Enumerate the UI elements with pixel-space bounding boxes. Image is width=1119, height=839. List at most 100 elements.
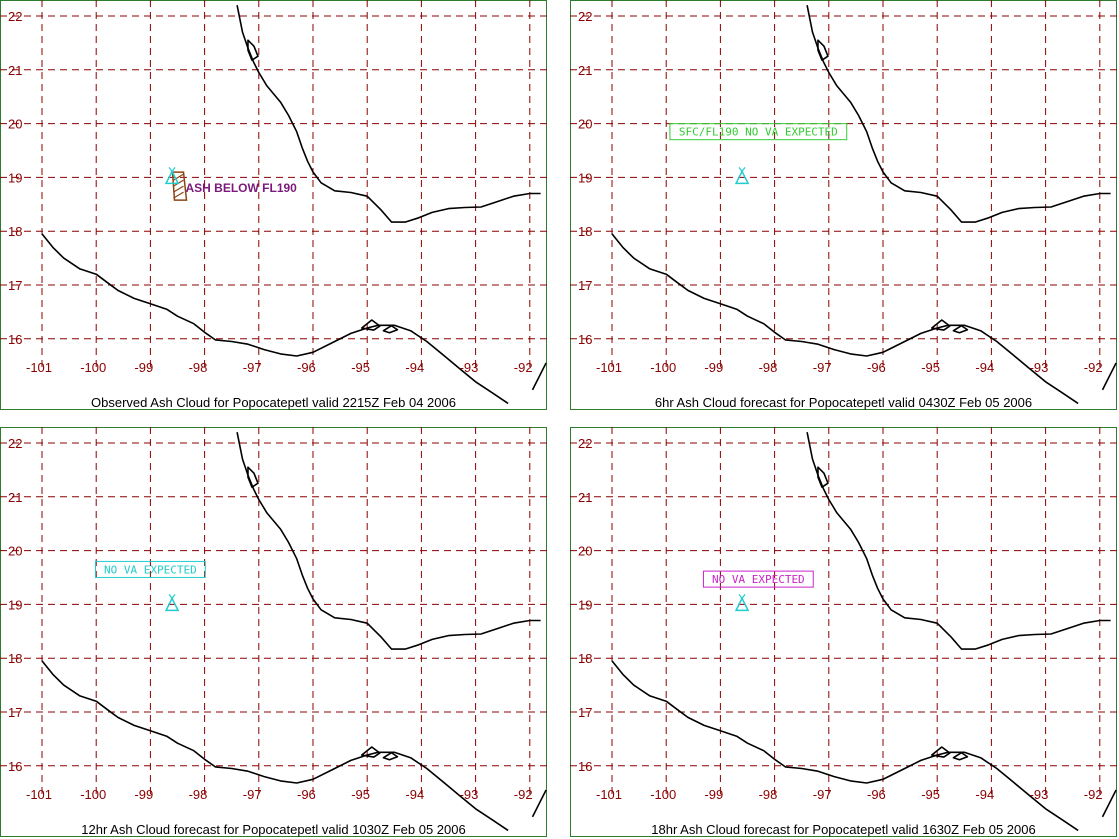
pacific-coastline <box>611 660 1079 832</box>
lon-tick-label: -94 <box>405 360 424 375</box>
lagoon-outline <box>247 466 259 489</box>
lon-tick-label: -93 <box>460 360 479 375</box>
panel-frame <box>0 427 547 837</box>
lon-tick-label: -100 <box>650 787 676 802</box>
lon-tick-label: -97 <box>243 360 262 375</box>
lon-tick-label: -97 <box>243 787 262 802</box>
lat-tick-label: 22 <box>8 9 22 24</box>
lagoon-outline <box>930 319 969 334</box>
lon-tick-label: -96 <box>297 787 316 802</box>
lon-tick-label: -98 <box>759 360 778 375</box>
lagoon-outline <box>247 39 259 62</box>
map-panel-12hr: 16 17 18 19 20 21 22 -101 -100 -99 -98 -97 -96 -95 -94… <box>0 427 547 837</box>
lon-tick-label: -101 <box>26 360 52 375</box>
lon-tick-label: -100 <box>650 360 676 375</box>
eastern-coastline <box>531 789 547 818</box>
lon-tick-label: -95 <box>351 360 370 375</box>
lat-tick-label: 17 <box>8 705 22 720</box>
volcano-plume-icon <box>738 167 746 173</box>
lon-tick-label: -93 <box>460 787 479 802</box>
lat-tick-label: 22 <box>578 9 592 24</box>
lat-tick-label: 18 <box>578 224 592 239</box>
lon-tick-label: -94 <box>975 360 994 375</box>
pacific-coastline <box>41 660 509 832</box>
annotation-text: NO VA EXPECTED <box>104 563 197 576</box>
volcano-plume-icon <box>168 167 176 173</box>
annotation-box <box>669 123 848 141</box>
panel-caption: 6hr Ash Cloud forecast for Popocatepetl … <box>654 395 1033 410</box>
lagoon-outline <box>817 466 829 489</box>
panel-frame <box>570 0 1117 410</box>
lat-tick-label: 19 <box>8 597 22 612</box>
lagoon-outline <box>930 746 969 761</box>
panel-caption: 12hr Ash Cloud forecast for Popocatepetl… <box>81 822 466 837</box>
lon-tick-label: -92 <box>1084 787 1103 802</box>
annotation-box <box>95 560 206 578</box>
lon-tick-label: -96 <box>867 787 886 802</box>
lat-tick-label: 16 <box>578 759 592 774</box>
lon-tick-label: -93 <box>1030 787 1049 802</box>
lat-tick-label: 17 <box>578 278 592 293</box>
lon-tick-label: -94 <box>405 787 424 802</box>
lon-tick-label: -94 <box>975 787 994 802</box>
volcano-triangle-icon <box>164 169 180 185</box>
lat-tick-label: 20 <box>8 117 22 132</box>
lat-tick-label: 22 <box>578 436 592 451</box>
lat-tick-label: 19 <box>578 597 592 612</box>
lon-tick-label: -101 <box>596 360 622 375</box>
annotation-text: SFC/FL190 NO VA EXPECTED <box>679 126 838 139</box>
volcano-plume-icon <box>738 594 746 600</box>
volcano-triangle-icon <box>734 596 750 612</box>
map-svg: 16 17 18 19 20 21 22 -101 -100 -99 -98 -97 -96 -95 -94… <box>570 0 1117 410</box>
map-svg: 16 17 18 19 20 21 22 -101 -100 -99 -98 -97 -96 -95 -94… <box>0 0 547 410</box>
gulf-coastline <box>806 5 1111 223</box>
lat-tick-label: 16 <box>8 332 22 347</box>
lat-tick-label: 21 <box>578 490 592 505</box>
lon-tick-label: -97 <box>813 787 832 802</box>
ash-cloud-hatch <box>173 191 184 199</box>
gulf-coastline <box>236 432 541 650</box>
lat-tick-label: 17 <box>578 705 592 720</box>
lagoon-outline <box>360 319 399 334</box>
lon-tick-label: -96 <box>297 360 316 375</box>
lat-tick-label: 20 <box>578 544 592 559</box>
panel-frame <box>570 427 1117 837</box>
volcano-triangle-icon <box>164 596 180 612</box>
lat-tick-label: 20 <box>578 117 592 132</box>
lat-tick-label: 18 <box>8 651 22 666</box>
ash-cloud-hatch <box>173 185 184 193</box>
lat-tick-label: 16 <box>8 759 22 774</box>
lon-tick-label: -100 <box>80 360 106 375</box>
lon-tick-label: -96 <box>867 360 886 375</box>
lat-tick-label: 19 <box>8 170 22 185</box>
lon-tick-label: -93 <box>1030 360 1049 375</box>
eastern-coastline <box>531 362 547 391</box>
lagoon-outline <box>360 746 399 761</box>
map-panel-18hr: 16 17 18 19 20 21 22 -101 -100 -99 -98 -97 -96 -95 -94… <box>570 427 1117 837</box>
annotation-text: NO VA EXPECTED <box>712 573 805 586</box>
eastern-coastline <box>1101 789 1117 818</box>
panel-frame <box>0 0 547 410</box>
lon-tick-label: -98 <box>759 787 778 802</box>
lat-tick-label: 20 <box>8 544 22 559</box>
annotation-box <box>702 570 814 588</box>
lon-tick-label: -92 <box>514 787 533 802</box>
eastern-coastline <box>1101 362 1117 391</box>
lat-tick-label: 16 <box>578 332 592 347</box>
gulf-coastline <box>236 5 541 223</box>
lon-tick-label: -95 <box>351 787 370 802</box>
lon-tick-label: -95 <box>921 360 940 375</box>
map-panel-observed: 16 17 18 19 20 21 22 -101 -100 -99 -98 -97 -96 -95 -94… <box>0 0 547 410</box>
lat-tick-label: 22 <box>8 436 22 451</box>
panel-caption: 18hr Ash Cloud forecast for Popocatepetl… <box>651 822 1036 837</box>
lon-tick-label: -99 <box>704 360 723 375</box>
lat-tick-label: 21 <box>578 63 592 78</box>
gulf-coastline <box>806 432 1111 650</box>
lat-tick-label: 21 <box>8 490 22 505</box>
volcano-plume-icon <box>168 594 176 600</box>
lon-tick-label: -99 <box>134 787 153 802</box>
pacific-coastline <box>611 233 1079 405</box>
lat-tick-label: 18 <box>8 224 22 239</box>
lon-tick-label: -97 <box>813 360 832 375</box>
lon-tick-label: -98 <box>189 360 208 375</box>
